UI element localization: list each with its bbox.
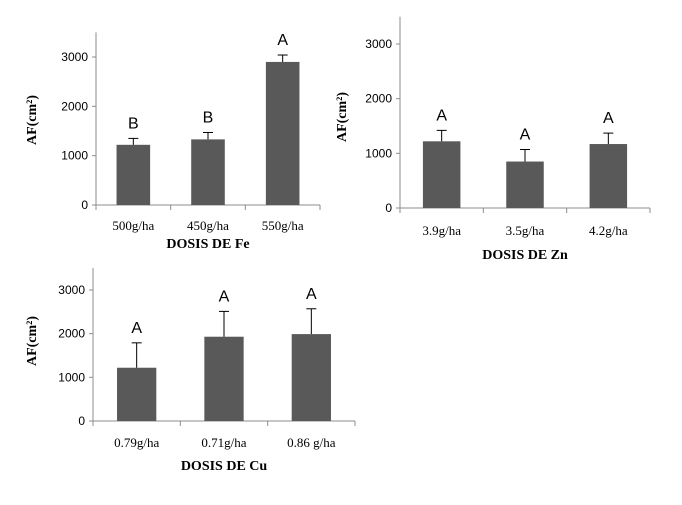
bar xyxy=(116,144,151,205)
chart-panel-zn: 0 1000 2000 3000 A 3.9g/ha A 3.5g/ha A 4.2g/ha DOS… xyxy=(335,16,651,263)
y-tick-label: 1000 xyxy=(58,370,85,384)
y-tick-label: 0 xyxy=(81,198,88,212)
bar xyxy=(265,61,300,205)
significance-label: A xyxy=(219,288,230,305)
y-axis-title: AF(cm²) xyxy=(25,95,40,145)
x-tick-label: 3.5g/ha xyxy=(506,223,545,238)
chart-panel-fe: 0 1000 2000 3000 B 500g/ha B 450g/ha A 550g/ha DOS… xyxy=(25,32,321,252)
bar xyxy=(291,334,331,421)
x-tick-label: 0.86 g/ha xyxy=(287,435,336,450)
y-tick-label: 0 xyxy=(385,201,392,215)
chart-panel-cu: 0 1000 2000 3000 A 0.79g/ha A 0.71g/ha A 0.86 g/h… xyxy=(25,268,356,474)
y-axis-title: AF(cm²) xyxy=(25,316,40,366)
x-tick-label: 0.79g/ha xyxy=(114,435,159,450)
significance-label: B xyxy=(128,115,139,132)
x-tick-label: 0.71g/ha xyxy=(201,435,246,450)
bar xyxy=(191,139,225,205)
x-axis-title: DOSIS DE Zn xyxy=(482,248,568,263)
significance-label: A xyxy=(306,286,317,303)
bar xyxy=(589,144,628,208)
x-tick-label: 450g/ha xyxy=(187,218,229,233)
x-tick-label: 3.9g/ha xyxy=(422,223,461,238)
bar xyxy=(204,336,244,421)
bar xyxy=(506,161,544,208)
significance-label: A xyxy=(131,320,142,337)
significance-label: A xyxy=(436,107,447,124)
y-axis-title: AF(cm²) xyxy=(335,92,350,142)
x-tick-label: 550g/ha xyxy=(262,218,304,233)
y-tick-label: 2000 xyxy=(61,99,88,113)
bar xyxy=(117,367,157,421)
y-tick-label: 3000 xyxy=(58,283,85,297)
y-tick-label: 1000 xyxy=(61,149,88,163)
y-tick-label: 3000 xyxy=(365,37,392,51)
y-tick-label: 3000 xyxy=(61,50,88,64)
significance-label: A xyxy=(520,127,531,144)
significance-label: A xyxy=(277,32,288,49)
x-axis-title: DOSIS DE Fe xyxy=(166,237,249,252)
bar xyxy=(422,141,461,208)
x-tick-label: 4.2g/ha xyxy=(589,223,628,238)
x-tick-label: 500g/ha xyxy=(112,218,154,233)
y-tick-label: 1000 xyxy=(365,146,392,160)
y-tick-label: 2000 xyxy=(365,92,392,106)
significance-label: A xyxy=(603,110,614,127)
significance-label: B xyxy=(203,109,214,126)
y-tick-label: 2000 xyxy=(58,327,85,341)
x-axis-title: DOSIS DE Cu xyxy=(181,459,268,474)
y-tick-label: 0 xyxy=(78,414,85,428)
